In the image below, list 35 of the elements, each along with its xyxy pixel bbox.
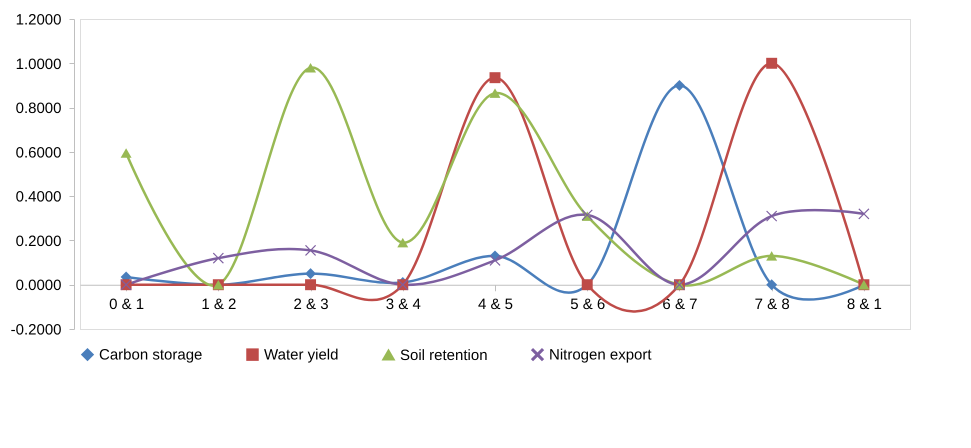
y-tick-label: 1.0000: [16, 56, 62, 73]
point: [490, 88, 500, 98]
point: [305, 268, 316, 280]
point: [674, 80, 685, 91]
x-tick-label: 8 & 1: [846, 296, 882, 314]
y-tick-label: 0.8000: [16, 100, 62, 118]
legend-label: Water yield: [264, 346, 338, 364]
point: [305, 279, 316, 290]
x-tick-label: 2 & 3: [294, 296, 329, 314]
point: [766, 279, 778, 290]
y-tick-label: 1.2000: [16, 12, 62, 28]
point: [766, 251, 778, 261]
point: [120, 148, 132, 158]
point: [305, 62, 316, 72]
x-tick-label: 0 & 1: [109, 296, 144, 314]
y-tick-label: 0.0000: [16, 277, 62, 294]
x-tick-label: 4 & 5: [478, 296, 514, 314]
y-tick-label: 0.4000: [16, 188, 62, 206]
x-tick-label: 3 & 4: [386, 296, 421, 314]
y-tick-label: -0.2000: [10, 322, 62, 338]
point: [490, 72, 500, 84]
point: [397, 238, 408, 248]
point: [766, 58, 778, 69]
x-tick-label: 7 & 8: [754, 296, 790, 314]
y-tick-label: 0.6000: [16, 144, 62, 162]
x-tick-label: 1 & 2: [201, 296, 236, 314]
point: [305, 244, 316, 256]
point: [766, 210, 778, 222]
point: [490, 254, 500, 266]
legend-label: Soil retention: [400, 346, 488, 364]
point: [858, 208, 870, 220]
point: [212, 252, 224, 264]
legend-label: Carbon storage: [99, 346, 202, 364]
y-tick-label: 0.2000: [16, 232, 62, 250]
legend-label: Nitrogen export: [549, 346, 652, 364]
